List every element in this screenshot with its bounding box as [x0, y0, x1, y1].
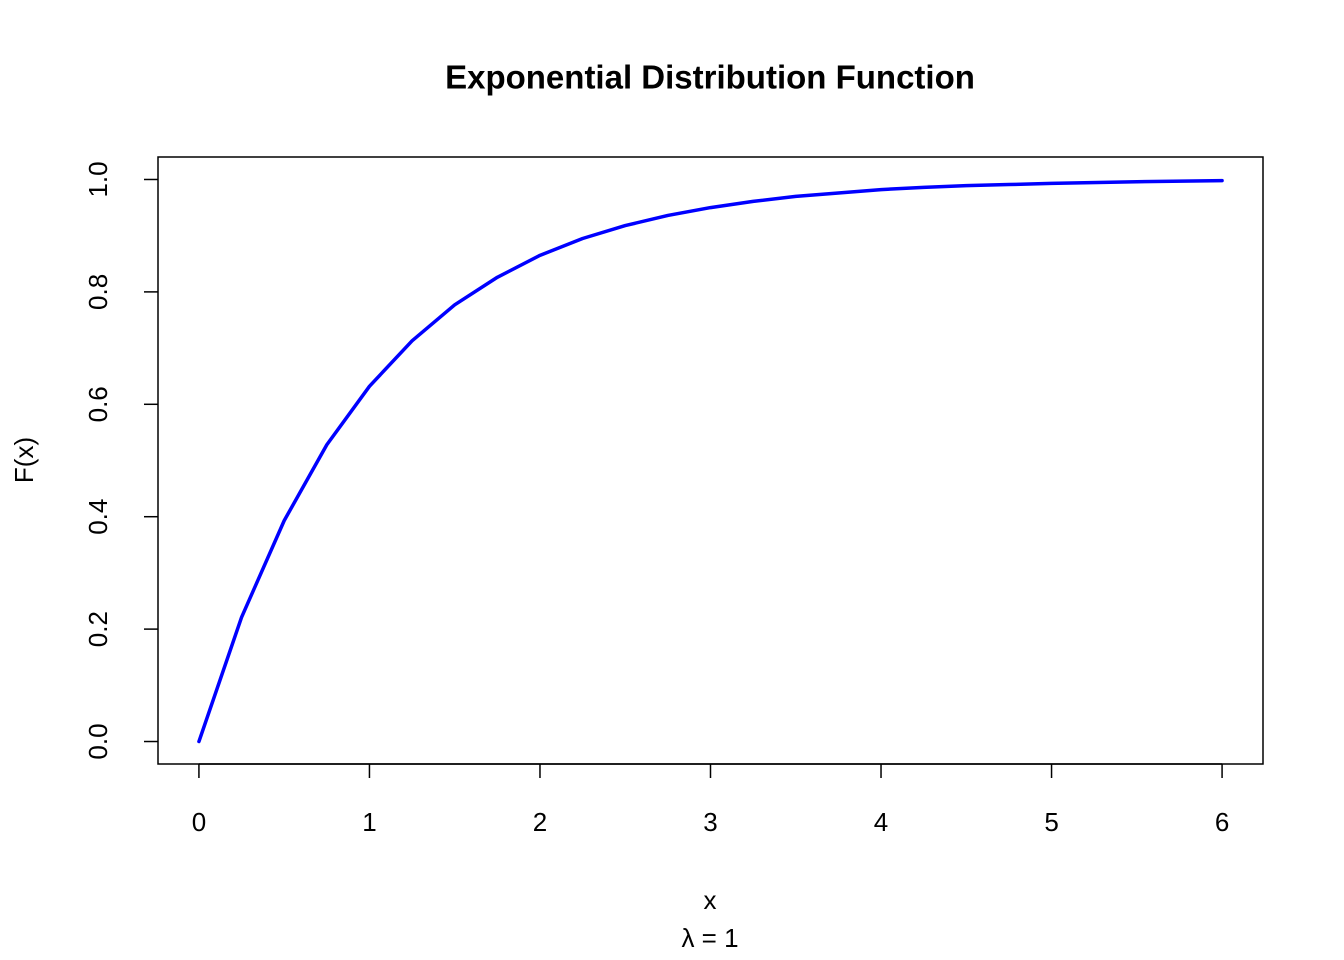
y-tick-label: 0.2	[83, 611, 113, 647]
x-tick-label: 0	[192, 807, 206, 837]
x-tick-label: 1	[362, 807, 376, 837]
y-tick-label: 0.8	[83, 274, 113, 310]
x-axis-label: x	[704, 885, 717, 915]
data-line	[197, 178, 1224, 744]
x-tick-label: 6	[1215, 807, 1229, 837]
x-tick-label: 3	[703, 807, 717, 837]
x-tick-label: 4	[874, 807, 888, 837]
y-tick-label: 0.6	[83, 386, 113, 422]
x-tick-label: 5	[1044, 807, 1058, 837]
subtitle: λ = 1	[681, 923, 738, 953]
y-axis-label: F(x)	[9, 437, 39, 483]
plot-frame	[157, 156, 1264, 765]
chart-title: Exponential Distribution Function	[445, 59, 975, 96]
y-tick-label: 0.0	[83, 723, 113, 759]
y-tick-label: 0.4	[83, 499, 113, 535]
y-tick-label: 1.0	[83, 161, 113, 197]
x-tick-label: 2	[533, 807, 547, 837]
